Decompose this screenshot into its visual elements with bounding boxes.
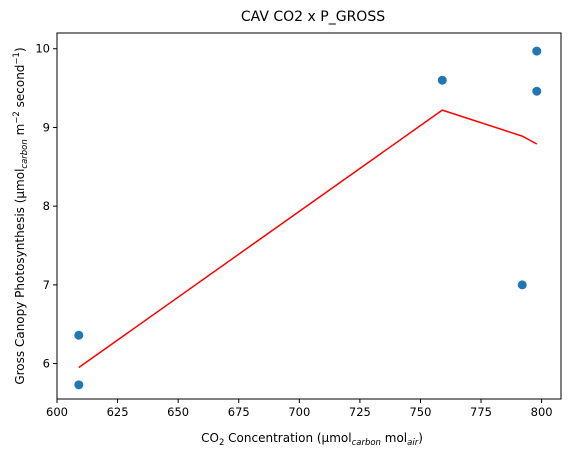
x-tick-label: 700 <box>288 405 310 419</box>
x-label-prefix: CO <box>201 431 219 445</box>
x-tick-label: 750 <box>409 405 431 419</box>
points-group <box>74 47 541 390</box>
x-tick-label: 600 <box>46 405 68 419</box>
x-label-sub3: air <box>407 438 419 448</box>
y-axis: 6 7 8 9 10 <box>35 42 57 371</box>
y-label-prefix: Gross Canopy Photosynthesis (µmol <box>13 169 27 385</box>
y-label-sub: carbon <box>20 139 30 168</box>
y-label-sup2: −1 <box>12 52 22 65</box>
x-label-suffix: ) <box>418 431 423 445</box>
data-point <box>438 76 447 85</box>
data-point <box>532 87 541 96</box>
x-label-sub2: carbon <box>352 438 381 448</box>
y-tick-label: 9 <box>43 120 50 134</box>
y-axis-label: Gross Canopy Photosynthesis (µmolcarbon … <box>12 47 30 384</box>
x-label-mid: Concentration (µmol <box>224 431 351 445</box>
fit-line-group <box>79 110 537 367</box>
x-tick-label: 650 <box>167 405 189 419</box>
data-point <box>518 280 527 289</box>
y-label-suffix: ) <box>13 47 27 52</box>
plot-frame <box>57 33 561 399</box>
fit-line <box>79 110 537 367</box>
data-point <box>74 331 83 340</box>
chart-title: CAV CO2 x P_GROSS <box>241 9 385 25</box>
y-tick-label: 6 <box>43 357 50 371</box>
x-tick-label: 800 <box>531 405 553 419</box>
y-label-mid: m <box>13 124 27 140</box>
x-axis-label: CO2 Concentration (µmolcarbon molair) <box>201 431 423 448</box>
x-label-mid2: mol <box>381 431 407 445</box>
y-tick-label: 8 <box>43 199 50 213</box>
x-tick-label: 625 <box>107 405 129 419</box>
data-point <box>532 47 541 56</box>
y-tick-label: 7 <box>43 278 50 292</box>
x-axis: 600 625 650 675 700 725 750 775 800 <box>46 399 553 419</box>
plot-area <box>57 33 561 399</box>
y-label-sup1: −2 <box>12 111 22 124</box>
y-tick-label: 10 <box>35 42 50 56</box>
data-point <box>74 380 83 389</box>
x-tick-label: 725 <box>349 405 371 419</box>
x-tick-label: 775 <box>470 405 492 419</box>
x-tick-label: 675 <box>228 405 250 419</box>
y-label-mid2: second <box>13 65 27 112</box>
